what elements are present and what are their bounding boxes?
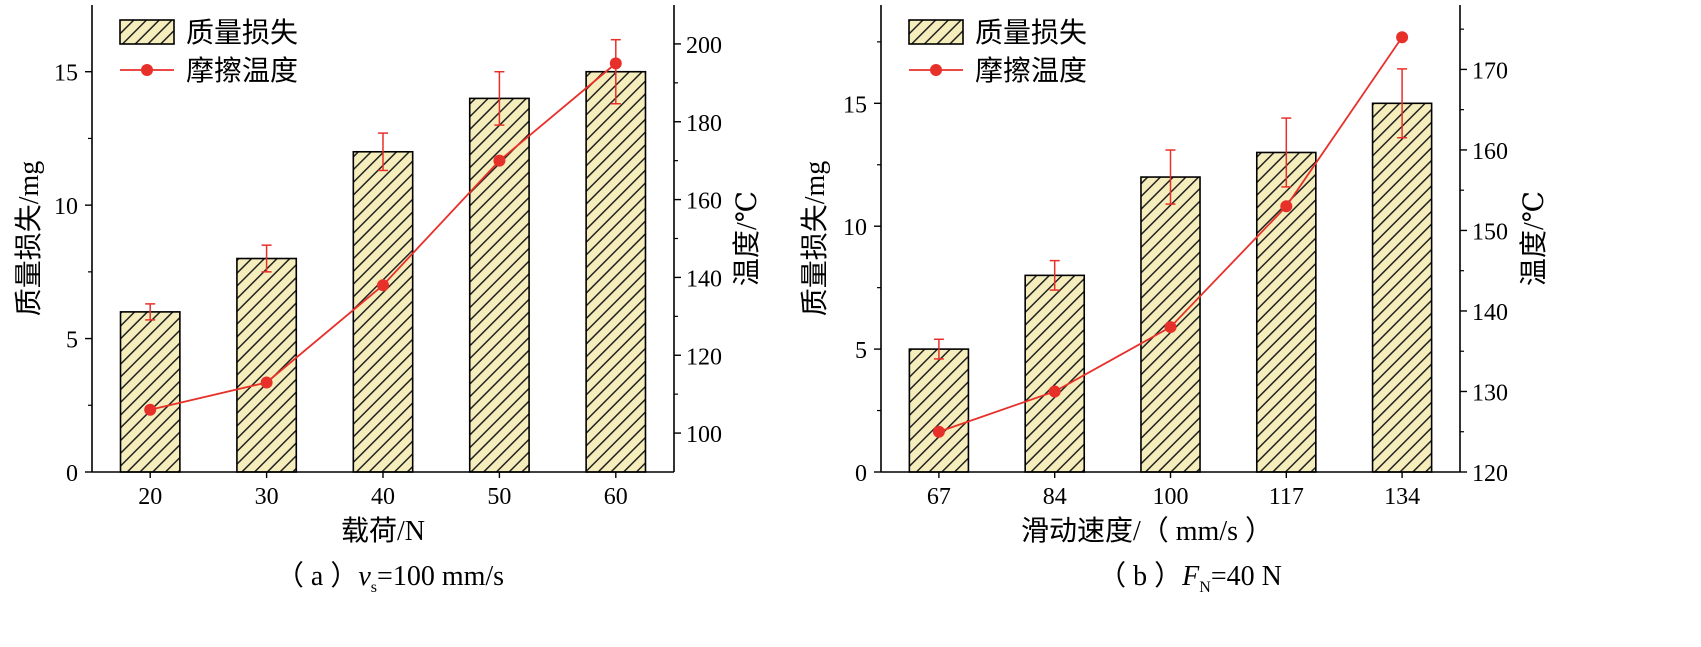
point-temperature-30 xyxy=(260,376,273,389)
x-tick-label: 30 xyxy=(255,484,279,510)
point-temperature-20 xyxy=(144,403,157,416)
y2-tick-label: 130 xyxy=(1472,380,1508,406)
y-tick-label: 15 xyxy=(54,61,78,87)
y2-axis-title: 温度/℃ xyxy=(731,191,763,286)
y2-tick-label: 150 xyxy=(1472,219,1508,245)
x-tick-label: 84 xyxy=(1043,484,1067,510)
y2-tick-label: 160 xyxy=(686,189,722,215)
legend-swatch-marker xyxy=(141,64,153,76)
caption-subscript: s xyxy=(371,579,377,596)
legend-label-mass-loss: 质量损失 xyxy=(186,17,298,49)
legend-swatch-mass-loss xyxy=(119,19,175,45)
x-tick-label: 20 xyxy=(138,484,162,510)
legend-label-mass-loss: 质量损失 xyxy=(975,17,1087,49)
bar-67 xyxy=(908,348,970,473)
y2-tick-label: 170 xyxy=(1472,58,1508,84)
y2-tick-label: 120 xyxy=(1472,461,1508,487)
y-axis-title: 质量损失/mg xyxy=(13,161,45,317)
x-axis-title: 载荷/N xyxy=(341,515,425,547)
y2-tick-label: 180 xyxy=(686,111,722,137)
caption-subscript: N xyxy=(1199,579,1211,596)
point-temperature-67 xyxy=(932,425,945,438)
chart-panel-a: 20 30 40 50 60 0 5 10 15 100 120 140 160 180 200 质量损失/m… xyxy=(13,5,763,596)
x-tick-label: 100 xyxy=(1153,484,1189,510)
x-tick-label: 40 xyxy=(371,484,395,510)
x-tick-label: 50 xyxy=(487,484,511,510)
y-tick-label: 0 xyxy=(855,461,867,487)
panel-caption: （ a ）vs=100 mm/s xyxy=(276,560,504,596)
point-temperature-40 xyxy=(377,279,389,292)
bar-40 xyxy=(352,150,414,473)
legend-swatch-mass-loss xyxy=(908,19,964,45)
bar-84 xyxy=(1024,274,1086,473)
y2-axis-title: 温度/℃ xyxy=(1518,191,1550,286)
point-temperature-50 xyxy=(493,154,506,167)
point-temperature-117 xyxy=(1280,200,1293,213)
x-axis-title: 滑动速度/（ mm/s ） xyxy=(1021,515,1273,547)
bar-20 xyxy=(119,311,181,473)
x-tick-label: 60 xyxy=(604,484,628,510)
y-tick-label: 15 xyxy=(843,92,867,118)
y2-tick-label: 200 xyxy=(686,33,722,59)
bar-60 xyxy=(585,70,647,473)
bar-50 xyxy=(468,97,530,473)
y2-tick-label: 100 xyxy=(686,422,722,448)
x-tick-label: 134 xyxy=(1384,484,1420,510)
x-tick-label: 117 xyxy=(1269,484,1304,510)
point-temperature-100 xyxy=(1164,321,1177,334)
caption-variable: F xyxy=(1181,561,1200,592)
caption-variable: v xyxy=(358,561,371,592)
legend-label-temperature: 摩擦温度 xyxy=(186,55,298,87)
point-temperature-134 xyxy=(1396,31,1409,44)
caption-prefix: （ a ） xyxy=(276,560,358,592)
y-tick-label: 0 xyxy=(66,461,78,487)
y-tick-label: 5 xyxy=(855,338,867,364)
x-tick-label: 67 xyxy=(927,484,951,510)
legend-swatch-marker xyxy=(930,64,942,76)
caption-prefix: （ b ） xyxy=(1098,560,1182,592)
y-tick-label: 10 xyxy=(843,215,867,241)
point-temperature-84 xyxy=(1048,385,1061,398)
y-axis-title: 质量损失/mg xyxy=(799,161,831,317)
legend-label-temperature: 摩擦温度 xyxy=(975,55,1087,87)
y2-tick-label: 160 xyxy=(1472,139,1508,165)
panel-caption: （ b ）FN=40 N xyxy=(1098,560,1282,596)
y2-tick-label: 140 xyxy=(686,266,722,292)
y2-tick-label: 140 xyxy=(1472,300,1508,326)
y2-tick-label: 120 xyxy=(686,344,722,370)
bar-134 xyxy=(1371,102,1433,473)
y-tick-label: 10 xyxy=(54,194,78,220)
point-temperature-60 xyxy=(609,57,622,70)
caption-rest: =40 N xyxy=(1211,561,1282,592)
chart-panel-b: 67 84 100 117 134 0 5 10 15 120 130 140 150 160 170 质量损… xyxy=(799,5,1550,596)
caption-rest: =100 mm/s xyxy=(377,561,504,592)
y-tick-label: 5 xyxy=(66,328,78,354)
